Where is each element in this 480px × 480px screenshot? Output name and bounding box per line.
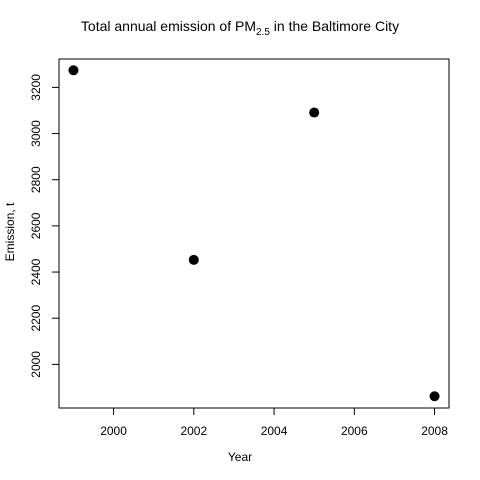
chart-title: Total annual emission of PM2.5 in the Ba… — [80, 18, 400, 38]
plot-box — [58, 58, 450, 409]
data-point — [68, 65, 79, 76]
data-point — [429, 391, 440, 402]
y-tick-label: 2600 — [29, 212, 43, 239]
y-tick-label: 2400 — [29, 258, 43, 285]
x-tick-label: 2008 — [421, 424, 448, 438]
x-axis-label: Year — [227, 450, 253, 464]
x-tick-label: 2002 — [180, 424, 207, 438]
x-tick-label: 2000 — [100, 424, 127, 438]
y-tick-label: 2200 — [29, 305, 43, 332]
data-points — [68, 65, 440, 402]
y-axis: 2000 2200 2400 2600 2800 3000 3200 — [29, 74, 59, 378]
x-tick-label: 2006 — [341, 424, 368, 438]
y-axis-label: Emission, t — [3, 202, 17, 262]
y-tick-label: 3000 — [29, 120, 43, 147]
x-tick-label: 2004 — [261, 424, 288, 438]
y-tick-label: 2800 — [29, 166, 43, 193]
y-tick-label: 3200 — [29, 74, 43, 101]
data-point — [188, 254, 199, 265]
y-tick-label: 2000 — [29, 351, 43, 378]
data-point — [309, 107, 320, 118]
x-axis: 2000 2002 2004 2006 2008 — [100, 408, 448, 438]
